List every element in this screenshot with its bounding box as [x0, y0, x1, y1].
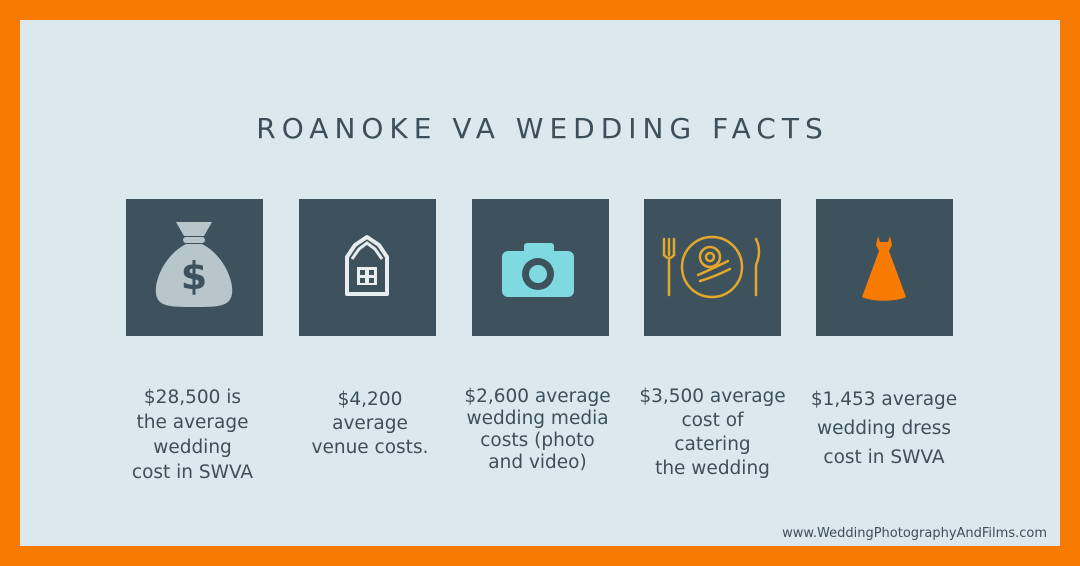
- caption-line: $1,453 average: [810, 389, 958, 410]
- fact-caption-2: $4,200 average venue costs.: [295, 388, 445, 460]
- barn-venue-icon: [345, 235, 389, 296]
- catering-tile: [644, 199, 781, 336]
- page-title: ROANOKE VA WEDDING FACTS: [256, 112, 829, 145]
- svg-text:$: $: [181, 254, 207, 298]
- fact-caption-4: $3,500 average cost of catering the wedd…: [630, 385, 795, 481]
- caption-line: cost of: [681, 410, 744, 431]
- fact-caption-1: $28,500 is the average wedding cost in S…: [115, 385, 270, 485]
- plate-cutlery-icon: [662, 235, 761, 299]
- caption-line: cost in SWVA: [131, 462, 254, 483]
- venue-tile: [299, 199, 436, 336]
- caption-line: and video): [488, 452, 587, 473]
- money-bag-tile: $: [126, 199, 263, 336]
- caption-line: catering: [674, 434, 751, 455]
- caption-line: venue costs.: [311, 437, 429, 458]
- caption-line: wedding: [153, 437, 232, 458]
- caption-line: $4,200: [337, 389, 403, 410]
- caption-line: the average: [136, 412, 249, 433]
- camera-tile: [472, 199, 609, 336]
- caption-line: wedding dress: [816, 418, 952, 439]
- fact-caption-5: $1,453 average wedding dress cost in SWV…: [800, 385, 968, 472]
- caption-line: $2,600 average: [464, 386, 611, 407]
- money-bag-icon: $: [155, 222, 233, 307]
- caption-line: wedding media: [466, 408, 609, 429]
- caption-line: average: [332, 413, 408, 434]
- fact-caption-3: $2,600 average wedding media costs (phot…: [455, 386, 620, 474]
- caption-line: $28,500 is: [143, 387, 242, 408]
- caption-line: $3,500 average: [639, 386, 786, 407]
- dress-icon: [862, 236, 906, 301]
- website-url: www.WeddingPhotographyAndFilms.com: [782, 526, 1047, 541]
- caption-line: costs (photo: [480, 430, 595, 451]
- caption-line: the wedding: [655, 458, 770, 479]
- camera-icon: [502, 243, 574, 297]
- caption-line: cost in SWVA: [823, 447, 945, 468]
- dress-tile: [816, 199, 953, 336]
